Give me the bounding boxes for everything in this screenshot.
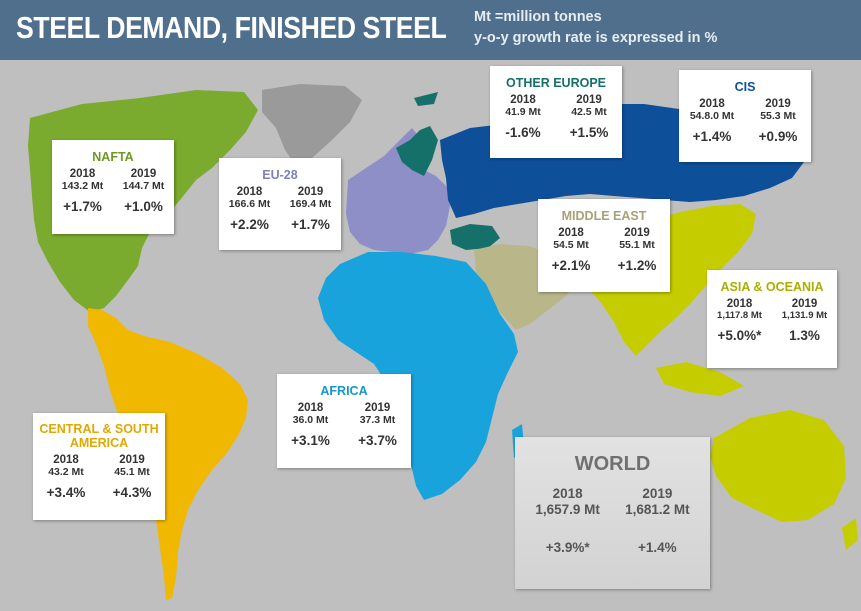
csa-demand-2018: 43.2 Mt xyxy=(48,466,84,478)
central-south-america-label-line2: AMERICA xyxy=(69,436,129,450)
other-europe-demand-2018: 41.9 Mt xyxy=(505,106,541,118)
middle-east-year-2019: 2019 xyxy=(624,227,650,239)
africa-label: AFRICA xyxy=(320,384,368,398)
middle-east-year-2018: 2018 xyxy=(558,227,584,239)
africa-year-2018: 2018 xyxy=(297,402,324,414)
central-south-america-info-box: CENTRAL & SOUTH AMERICA 2018 2019 43.2 Mt… xyxy=(33,413,165,520)
central-south-america-shape xyxy=(88,308,248,600)
eu28-year-2019: 2019 xyxy=(297,186,324,198)
africa-year-2019: 2019 xyxy=(364,402,391,414)
africa-growth-2019: +3.7% xyxy=(358,433,397,448)
asia-oceania-year-2018: 2018 xyxy=(726,298,753,310)
world-demand-2018: 1,657.9 Mt xyxy=(535,502,600,517)
growth-note: y-o-y growth rate is expressed in % xyxy=(474,30,718,46)
asia-oceania-year-2019: 2019 xyxy=(791,298,818,310)
csa-year-2018: 2018 xyxy=(53,454,79,466)
world-label: WORLD xyxy=(574,453,651,475)
asia-oceania-demand-2019: 1,131.9 Mt xyxy=(781,310,828,321)
csa-year-2019: 2019 xyxy=(119,454,145,466)
middle-east-info-box: MIDDLE EAST 2018 2019 54.5 Mt 55.1 Mt +2.1… xyxy=(538,199,670,292)
world-demand-2019: 1,681.2 Mt xyxy=(625,502,690,517)
middle-east-label: MIDDLE EAST xyxy=(561,209,647,223)
cis-label: CIS xyxy=(734,80,756,94)
greenland-shape xyxy=(262,84,362,166)
nafta-growth-2018: +1.7% xyxy=(63,199,102,214)
other-europe-demand-2019: 42.5 Mt xyxy=(571,106,607,118)
cis-growth-2019: +0.9% xyxy=(758,129,798,144)
nafta-growth-2019: +1.0% xyxy=(124,199,163,214)
eu28-growth-2018: +2.2% xyxy=(230,217,269,232)
nafta-info-box: NAFTA 2018 2019 143.2 Mt 144.7 Mt +1.7% +1.… xyxy=(52,140,174,234)
eu28-info-box: EU-28 2018 2019 166.6 Mt 169.4 Mt +2.2% +1.… xyxy=(219,158,341,250)
africa-region-shape xyxy=(318,252,524,500)
asia-oceania-label: ASIA & OCEANIA xyxy=(720,280,824,294)
middle-east-growth-2018: +2.1% xyxy=(551,258,591,273)
nafta-year-2018: 2018 xyxy=(69,168,96,180)
other-europe-year-2019: 2019 xyxy=(576,94,602,106)
eu28-growth-2019: +1.7% xyxy=(291,217,330,232)
nafta-year-2019: 2019 xyxy=(130,168,157,180)
world-info-box: WORLD 2018 2019 1,657.9 Mt 1,681.2 Mt +3.9… xyxy=(515,437,710,589)
page-title: STEEL DEMAND, FINISHED STEEL xyxy=(16,10,447,45)
world-year-2019: 2019 xyxy=(642,486,673,501)
middle-east-demand-2019: 55.1 Mt xyxy=(619,239,655,251)
other-europe-shape xyxy=(396,92,500,250)
other-europe-year-2018: 2018 xyxy=(510,94,536,106)
cis-info-box: CIS 2018 2019 54.8.0 Mt 55.3 Mt +1.4% +0.9% xyxy=(679,70,811,162)
nafta-label: NAFTA xyxy=(92,150,134,164)
eu28-demand-2019: 169.4 Mt xyxy=(289,198,332,210)
africa-demand-2019: 37.3 Mt xyxy=(359,414,396,426)
world-growth-2018: +3.9%* xyxy=(545,540,590,555)
central-south-america-label-line1: CENTRAL & SOUTH xyxy=(39,422,159,436)
cis-growth-2018: +1.4% xyxy=(692,129,732,144)
asia-oceania-info-box: ASIA & OCEANIA 2018 2019 1,117.8 Mt 1,131.… xyxy=(707,270,837,368)
asia-oceania-growth-2019: 1.3% xyxy=(789,328,820,343)
cis-demand-2018: 54.8.0 Mt xyxy=(689,110,735,122)
africa-demand-2018: 36.0 Mt xyxy=(292,414,329,426)
eu28-year-2018: 2018 xyxy=(236,186,263,198)
nafta-demand-2018: 143.2 Mt xyxy=(61,180,104,192)
eu28-label: EU-28 xyxy=(262,168,298,182)
csa-growth-2018: +3.4% xyxy=(46,485,86,500)
units-note: Mt =million tonnes xyxy=(474,9,602,25)
cis-demand-2019: 55.3 Mt xyxy=(760,110,796,122)
africa-info-box: AFRICA 2018 2019 36.0 Mt 37.3 Mt +3.1% +3.7… xyxy=(277,374,411,468)
other-europe-info-box: OTHER EUROPE 2018 2019 41.9 Mt 42.5 Mt -1.… xyxy=(490,66,622,158)
world-year-2018: 2018 xyxy=(552,486,583,501)
asia-oceania-growth-2018: +5.0%* xyxy=(717,328,762,343)
header-bar: STEEL DEMAND, FINISHED STEEL Mt =million… xyxy=(0,0,861,60)
cis-year-2019: 2019 xyxy=(765,98,791,110)
eu28-region-shape xyxy=(346,128,450,254)
cis-year-2018: 2018 xyxy=(699,98,725,110)
other-europe-growth-2018: -1.6% xyxy=(505,125,541,140)
other-europe-label: OTHER EUROPE xyxy=(505,76,606,90)
csa-growth-2019: +4.3% xyxy=(112,485,152,500)
middle-east-demand-2018: 54.5 Mt xyxy=(553,239,589,251)
eu28-demand-2018: 166.6 Mt xyxy=(228,198,271,210)
nafta-demand-2019: 144.7 Mt xyxy=(122,180,165,192)
asia-oceania-demand-2018: 1,117.8 Mt xyxy=(717,310,762,321)
africa-growth-2018: +3.1% xyxy=(291,433,330,448)
world-growth-2019: +1.4% xyxy=(638,540,677,555)
other-europe-growth-2019: +1.5% xyxy=(569,125,609,140)
csa-demand-2019: 45.1 Mt xyxy=(114,466,150,478)
middle-east-growth-2019: +1.2% xyxy=(617,258,657,273)
